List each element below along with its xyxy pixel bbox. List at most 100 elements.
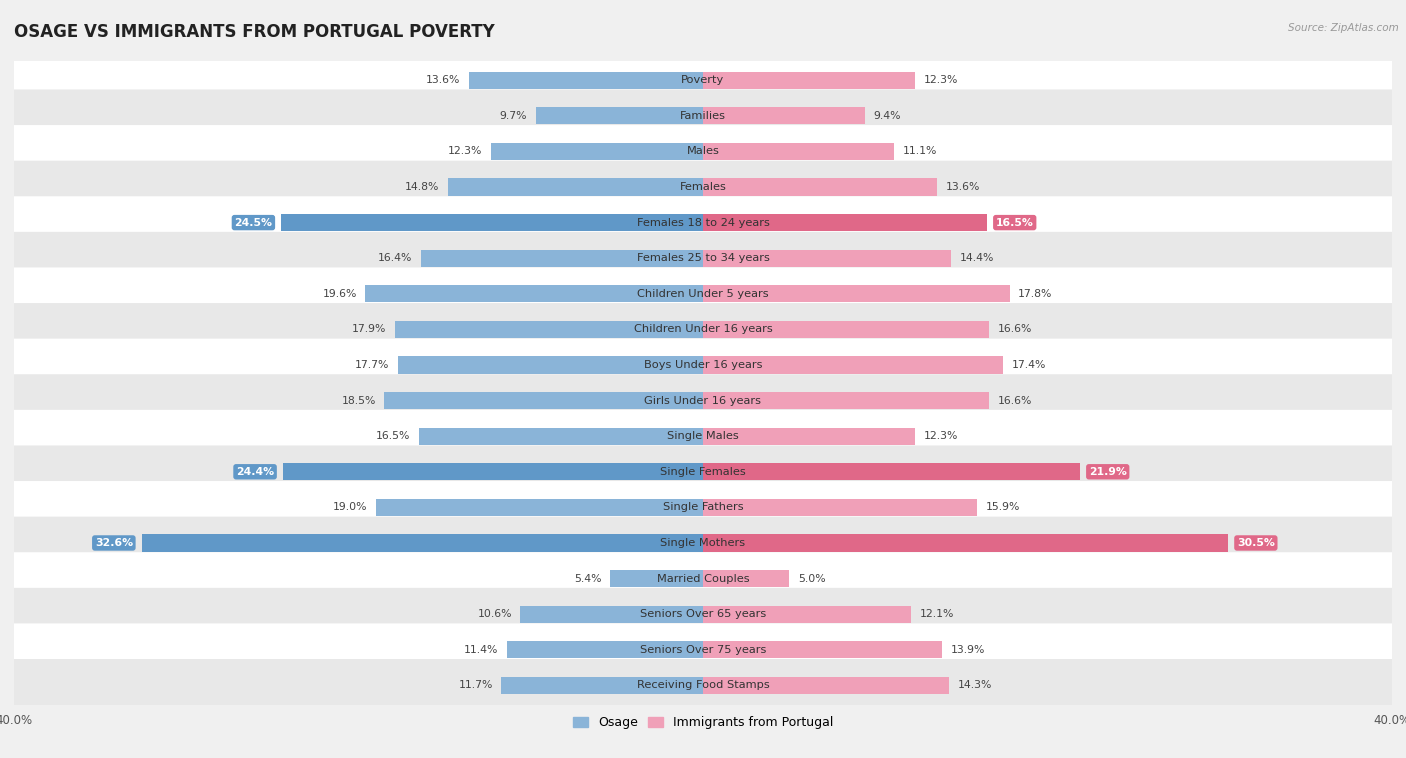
Text: 19.6%: 19.6% <box>322 289 357 299</box>
Text: 5.0%: 5.0% <box>797 574 825 584</box>
FancyBboxPatch shape <box>8 161 1398 213</box>
Text: Single Females: Single Females <box>661 467 745 477</box>
Bar <box>703 214 987 231</box>
Text: 12.3%: 12.3% <box>449 146 482 156</box>
Text: Single Fathers: Single Fathers <box>662 503 744 512</box>
Bar <box>536 108 703 124</box>
FancyBboxPatch shape <box>8 481 1398 534</box>
Text: 9.7%: 9.7% <box>499 111 527 121</box>
Text: 17.4%: 17.4% <box>1011 360 1046 370</box>
Text: Males: Males <box>686 146 720 156</box>
Text: Children Under 16 years: Children Under 16 years <box>634 324 772 334</box>
Text: 17.7%: 17.7% <box>356 360 389 370</box>
Bar <box>506 641 703 658</box>
Bar <box>703 72 915 89</box>
FancyBboxPatch shape <box>8 89 1398 143</box>
FancyBboxPatch shape <box>8 410 1398 462</box>
FancyBboxPatch shape <box>8 517 1398 569</box>
Bar <box>468 72 703 89</box>
Text: 13.6%: 13.6% <box>426 75 460 85</box>
Text: 21.9%: 21.9% <box>1088 467 1126 477</box>
Bar <box>703 534 1229 552</box>
Bar <box>281 214 703 231</box>
Bar <box>610 570 703 587</box>
Bar <box>703 570 789 587</box>
Text: Families: Families <box>681 111 725 121</box>
Bar <box>703 143 894 160</box>
Bar <box>398 356 703 374</box>
FancyBboxPatch shape <box>8 268 1398 320</box>
Text: 14.8%: 14.8% <box>405 182 440 192</box>
Text: 16.6%: 16.6% <box>997 324 1032 334</box>
Text: 11.4%: 11.4% <box>464 645 498 655</box>
Bar <box>703 356 1002 374</box>
Bar <box>703 392 988 409</box>
Text: 14.3%: 14.3% <box>957 681 993 691</box>
Text: 12.1%: 12.1% <box>920 609 955 619</box>
Bar <box>703 463 1080 481</box>
Bar <box>703 606 911 623</box>
Text: 13.6%: 13.6% <box>946 182 980 192</box>
Bar <box>491 143 703 160</box>
Text: 12.3%: 12.3% <box>924 431 957 441</box>
Bar <box>419 428 703 445</box>
Text: Source: ZipAtlas.com: Source: ZipAtlas.com <box>1288 23 1399 33</box>
Text: 16.4%: 16.4% <box>378 253 412 263</box>
Text: 16.5%: 16.5% <box>995 218 1033 227</box>
Text: Females 18 to 24 years: Females 18 to 24 years <box>637 218 769 227</box>
Text: Single Males: Single Males <box>666 431 740 441</box>
Bar <box>375 499 703 516</box>
Bar <box>449 178 703 196</box>
FancyBboxPatch shape <box>8 659 1398 712</box>
Text: 32.6%: 32.6% <box>94 538 134 548</box>
Text: Children Under 5 years: Children Under 5 years <box>637 289 769 299</box>
Bar <box>703 677 949 694</box>
Text: 10.6%: 10.6% <box>477 609 512 619</box>
Text: OSAGE VS IMMIGRANTS FROM PORTUGAL POVERTY: OSAGE VS IMMIGRANTS FROM PORTUGAL POVERT… <box>14 23 495 41</box>
FancyBboxPatch shape <box>8 196 1398 249</box>
Bar <box>703 321 988 338</box>
Text: 12.3%: 12.3% <box>924 75 957 85</box>
Text: 16.6%: 16.6% <box>997 396 1032 406</box>
Bar <box>703 499 977 516</box>
Text: 30.5%: 30.5% <box>1237 538 1275 548</box>
FancyBboxPatch shape <box>8 54 1398 107</box>
Text: Females 25 to 34 years: Females 25 to 34 years <box>637 253 769 263</box>
Text: 9.4%: 9.4% <box>873 111 901 121</box>
Bar <box>384 392 703 409</box>
Text: 16.5%: 16.5% <box>375 431 411 441</box>
Bar <box>703 285 1010 302</box>
FancyBboxPatch shape <box>8 339 1398 391</box>
Text: 19.0%: 19.0% <box>333 503 367 512</box>
FancyBboxPatch shape <box>8 232 1398 284</box>
Bar <box>366 285 703 302</box>
Text: 15.9%: 15.9% <box>986 503 1019 512</box>
Text: Seniors Over 75 years: Seniors Over 75 years <box>640 645 766 655</box>
FancyBboxPatch shape <box>8 446 1398 498</box>
Text: Boys Under 16 years: Boys Under 16 years <box>644 360 762 370</box>
Bar <box>420 249 703 267</box>
Text: 14.4%: 14.4% <box>960 253 994 263</box>
Text: Receiving Food Stamps: Receiving Food Stamps <box>637 681 769 691</box>
Text: Females: Females <box>679 182 727 192</box>
Text: Married Couples: Married Couples <box>657 574 749 584</box>
Bar <box>142 534 703 552</box>
Bar <box>502 677 703 694</box>
Text: Single Mothers: Single Mothers <box>661 538 745 548</box>
Bar <box>703 108 865 124</box>
FancyBboxPatch shape <box>8 303 1398 356</box>
FancyBboxPatch shape <box>8 553 1398 605</box>
Text: Girls Under 16 years: Girls Under 16 years <box>644 396 762 406</box>
Text: Poverty: Poverty <box>682 75 724 85</box>
FancyBboxPatch shape <box>8 125 1398 178</box>
Bar <box>703 249 950 267</box>
Bar <box>703 178 938 196</box>
Legend: Osage, Immigrants from Portugal: Osage, Immigrants from Portugal <box>568 711 838 735</box>
FancyBboxPatch shape <box>8 374 1398 427</box>
Text: Seniors Over 65 years: Seniors Over 65 years <box>640 609 766 619</box>
Bar <box>520 606 703 623</box>
Text: 5.4%: 5.4% <box>574 574 602 584</box>
Bar <box>703 428 915 445</box>
Text: 24.4%: 24.4% <box>236 467 274 477</box>
Bar <box>395 321 703 338</box>
